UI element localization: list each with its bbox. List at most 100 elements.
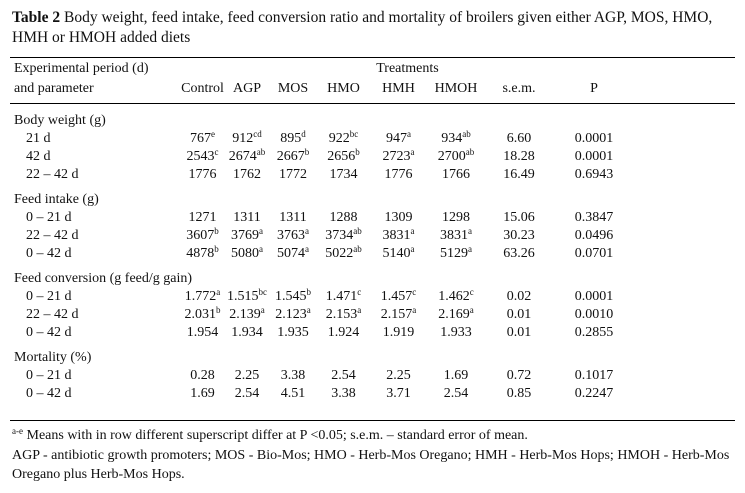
superscript: b [304, 147, 310, 157]
cell: 1.934 [231, 325, 263, 340]
column-header: HMO [327, 81, 360, 96]
row-label: 22 – 42 d [26, 167, 79, 182]
cell: 3.71 [386, 386, 411, 401]
cell: 1.933 [440, 325, 472, 340]
cell: 3763a [277, 226, 309, 244]
cell: 3.38 [280, 368, 306, 383]
cell: 1772 [279, 167, 307, 182]
cell: 2.54 [443, 386, 469, 401]
data-table: Experimental period (d) Treatments and pa… [10, 60, 735, 403]
cell: 0.0010 [574, 307, 614, 322]
cell: 0.2247 [574, 386, 614, 401]
cell: 0.0496 [574, 228, 614, 243]
cell: 1776 [384, 167, 413, 182]
superscript: a [305, 244, 309, 254]
cell: 1309 [384, 210, 413, 225]
section-heading: Body weight (g) [14, 113, 106, 128]
cell: 0.01 [506, 307, 532, 322]
superscript: a [407, 129, 411, 139]
cell: 1766 [442, 167, 470, 182]
table-row: 22 – 42 d 1776 1762 1772 1734 1776 1766 16.49 0.… [10, 166, 735, 184]
superscript: c [469, 287, 474, 297]
superscript: a [410, 244, 415, 254]
cell: 3769a [231, 226, 263, 244]
row-label: 0 – 21 d [26, 289, 72, 304]
table-label: Table 2 [12, 9, 61, 26]
cell: 1.69 [190, 386, 215, 401]
superscript: c [214, 147, 219, 157]
cell: 0.28 [190, 368, 215, 383]
superscript: b [306, 287, 312, 297]
superscript: a [260, 305, 265, 315]
table-row: 0 – 42 d 4878b 5080a 5074a 5022ab 5140a 5129a 6… [10, 245, 735, 263]
cell: 1776 [188, 167, 217, 182]
footnote-2: AGP - antibiotic growth promoters; MOS -… [12, 448, 730, 482]
superscript: cd [253, 129, 262, 139]
cell: 1288 [329, 210, 358, 225]
cell: 30.23 [503, 228, 535, 243]
cell: 934ab [441, 129, 471, 147]
superscript: ab [353, 226, 362, 236]
superscript: a [216, 287, 221, 297]
superscript: a [357, 305, 362, 315]
cell: 2.54 [234, 386, 260, 401]
cell: 1.471c [325, 287, 362, 305]
table-row: 0 – 21 d 1.772a 1.515bc 1.545b 1.471c 1.457c 1… [10, 288, 735, 306]
table-row: 21 d 767e 912cd 895d 922bc 947a 934ab 6.60 0.000… [10, 130, 735, 148]
cell: 1.935 [277, 325, 309, 340]
column-header: AGP [232, 81, 261, 96]
row-label: 22 – 42 d [26, 307, 79, 322]
cell: 6.60 [506, 131, 532, 146]
cell: 0.0701 [574, 246, 614, 261]
cell: 0.1017 [574, 368, 614, 383]
cell: 2.54 [331, 368, 356, 383]
cell: 2.153a [325, 305, 362, 323]
column-header: HMOH [434, 81, 478, 96]
section-heading: Mortality (%) [14, 350, 92, 365]
cell: 4878b [186, 244, 219, 262]
cell: 3.38 [331, 386, 356, 401]
superscript: a [468, 226, 472, 236]
superscript: a [468, 244, 472, 254]
cell: 15.06 [503, 210, 535, 225]
cell: 3734ab [325, 226, 362, 244]
cell: 2700ab [437, 147, 475, 165]
cell: 63.26 [503, 246, 535, 261]
cell: 1311 [233, 210, 261, 225]
cell: 16.49 [503, 167, 535, 182]
cell: 1298 [442, 210, 470, 225]
cell: 947a [386, 129, 411, 147]
superscript: c [357, 287, 362, 297]
cell: 5129a [440, 244, 472, 262]
row-label: 0 – 42 d [26, 386, 72, 401]
cell: 5022ab [325, 244, 362, 262]
cell: 2.25 [234, 368, 260, 383]
cell: 895d [280, 129, 306, 147]
cell: 1.545b [275, 287, 312, 305]
cell: 2667b [276, 147, 310, 165]
row-label: 0 – 21 d [26, 210, 72, 225]
top-rule [10, 57, 735, 58]
cell: 2674ab [228, 147, 266, 165]
table-row: 22 – 42 d 3607b 3769a 3763a 3734ab 3831a 3831a… [10, 227, 735, 245]
cell: 0.6943 [574, 167, 614, 182]
cell: 1734 [329, 167, 358, 182]
table-row: 0 – 21 d 0.28 2.25 3.38 2.54 2.25 1.69 0.72 0.10… [10, 367, 735, 385]
cell: 1311 [279, 210, 307, 225]
stub-header-1: Experimental period (d) [14, 61, 149, 76]
cell: 1.462c [438, 287, 474, 305]
cell: 922bc [328, 129, 359, 147]
superscript: b [355, 147, 360, 157]
superscript: a [469, 305, 474, 315]
cell: 1.457c [380, 287, 417, 305]
cell: 1.924 [327, 325, 360, 340]
cell: 1762 [233, 167, 261, 182]
cell: 0.0001 [574, 289, 614, 304]
footnote-1: a-e Means with in row different superscr… [12, 426, 528, 444]
column-header: MOS [277, 81, 309, 96]
superscript: b [216, 305, 221, 315]
row-label: 0 – 42 d [26, 246, 72, 261]
superscript: b [214, 226, 219, 236]
cell: 5140a [382, 244, 415, 262]
section-heading: Feed conversion (g feed/g gain) [14, 271, 193, 286]
